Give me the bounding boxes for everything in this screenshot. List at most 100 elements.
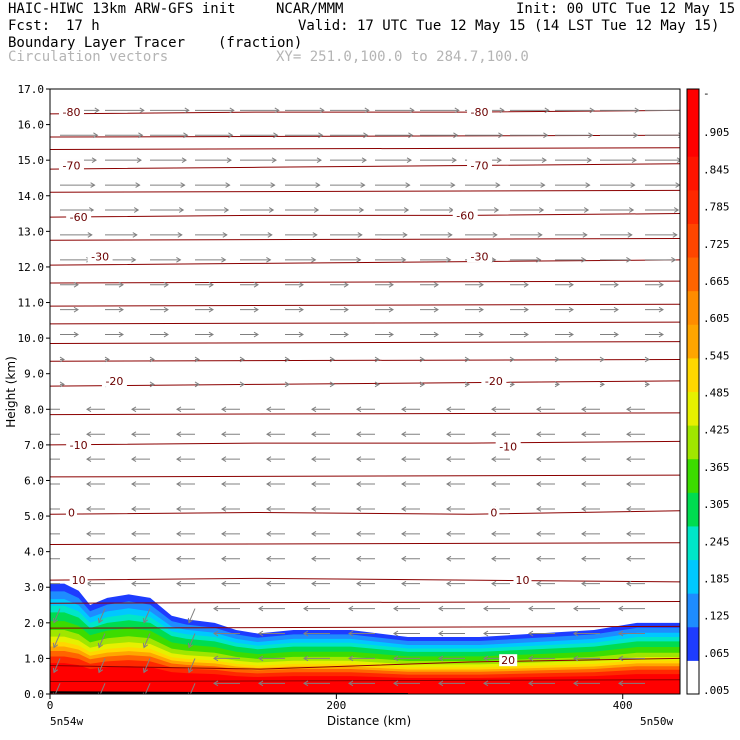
wind-vector: [626, 555, 645, 562]
wind-vector: [142, 608, 151, 624]
colorbar-swatch: [687, 391, 699, 426]
wind-vector: [311, 431, 330, 438]
wind-vector: [626, 506, 645, 512]
wind-vector: [375, 306, 394, 313]
x-tick-label: 0: [47, 699, 54, 712]
wind-vector: [187, 633, 196, 649]
wind-vector: [240, 331, 259, 338]
wind-vector: [311, 456, 330, 462]
wind-vector: [420, 182, 456, 188]
wind-vector: [645, 207, 680, 213]
wind-vector: [581, 506, 600, 512]
wind-vector: [600, 331, 619, 338]
wind-vector: [509, 381, 515, 388]
contour-label--80: -80: [62, 106, 80, 119]
wind-vector: [573, 680, 600, 687]
wind-vector: [239, 381, 245, 388]
wind-vector: [311, 531, 330, 537]
isotherm-line-11: [50, 237, 680, 241]
contour-label--60: -60: [456, 209, 474, 222]
wind-vector: [266, 431, 285, 438]
wind-vector: [626, 481, 645, 487]
colorbar-swatch: [687, 559, 699, 594]
overlay-name: Circulation vectors: [8, 49, 169, 65]
wind-vector: [420, 132, 459, 139]
wind-vector: [600, 232, 633, 238]
y-tick-label: 16.0: [18, 119, 45, 132]
wind-vector: [213, 680, 240, 687]
wind-vector: [600, 207, 635, 213]
wind-vector: [240, 281, 259, 288]
wind-vector: [618, 605, 645, 612]
wind-vector: [483, 605, 510, 612]
wind-vector: [187, 608, 196, 624]
wind-vector: [266, 555, 285, 562]
colorbar-label: .305: [703, 498, 730, 511]
wind-vector: [348, 630, 375, 637]
wind-vector: [285, 306, 304, 313]
wind-vector: [618, 655, 645, 662]
wind-vector: [393, 680, 420, 687]
wind-vector: [645, 107, 680, 114]
wind-vector: [645, 256, 677, 263]
wind-vector: [581, 481, 600, 487]
colorbar-label: .905: [703, 126, 730, 139]
contour-label--20: -20: [485, 375, 503, 388]
wind-vector: [105, 232, 138, 238]
wind-vector: [150, 107, 190, 114]
wind-vector: [194, 356, 200, 363]
colorbar-label: .725: [703, 238, 730, 251]
wind-vector: [285, 281, 304, 288]
wind-vector: [303, 605, 330, 612]
wind-vector: [105, 132, 144, 139]
wind-vector: [50, 483, 60, 485]
wind-vector: [600, 107, 640, 114]
wind-vector: [375, 232, 408, 238]
tracer-field: [50, 583, 680, 694]
wind-vector: [446, 481, 465, 487]
wind-vector: [555, 281, 574, 288]
wind-vector: [600, 256, 632, 263]
wind-vector: [240, 256, 272, 263]
wind-vector: [195, 182, 231, 188]
wind-vector: [195, 107, 235, 114]
wind-vector: [491, 431, 510, 438]
y-axis-title: Height (km): [4, 356, 18, 427]
wind-vector: [86, 456, 105, 462]
wind-vector: [618, 680, 645, 687]
wind-vector: [195, 132, 234, 139]
colorbar-label: .665: [703, 275, 730, 288]
wind-vector: [600, 157, 637, 164]
wind-vector: [59, 356, 65, 363]
wind-vector: [59, 381, 65, 388]
x-tick-label: 200: [326, 699, 346, 712]
wind-vector: [626, 431, 645, 438]
wind-vector: [311, 506, 330, 512]
wind-vector: [213, 655, 240, 662]
wind-vector: [50, 433, 60, 435]
wind-vector: [626, 580, 645, 587]
wind-vector: [60, 306, 79, 313]
wind-vector: [86, 555, 105, 562]
isotherm-line-9: [50, 303, 680, 307]
wind-vector: [356, 406, 375, 413]
wind-vector: [150, 306, 169, 313]
y-tick-label: 1.0: [24, 652, 44, 665]
wind-vector: [375, 331, 394, 338]
wind-vector: [176, 481, 195, 487]
isotherm-line-2: [50, 600, 680, 604]
contour-label--30: -30: [471, 250, 489, 263]
y-tick-label: 4.0: [24, 546, 44, 559]
wind-vector: [375, 207, 410, 213]
contour-label--30: -30: [91, 250, 109, 263]
isotherm-line-13: [50, 147, 680, 150]
wind-vector: [581, 531, 600, 537]
wind-vector: [221, 580, 240, 587]
wind-vector: [465, 281, 484, 288]
contour-label-0: 0: [68, 507, 75, 520]
wind-vector: [329, 381, 335, 388]
model-title: HAIC-HIWC 13km ARW-GFS init: [8, 1, 236, 17]
plot-frame: [49, 88, 681, 695]
contour-labels: 20 10 10 0 0 -10 -10 -20 -20 -30 -30 -60 -60 -70 -70 -8…: [58, 106, 532, 667]
wind-vector: [131, 555, 150, 562]
